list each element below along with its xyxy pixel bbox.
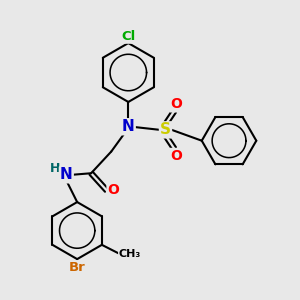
Text: Cl: Cl xyxy=(121,30,135,43)
Text: Br: Br xyxy=(69,261,86,274)
Text: H: H xyxy=(50,162,61,175)
Text: N: N xyxy=(122,119,135,134)
Text: O: O xyxy=(107,183,119,197)
Text: N: N xyxy=(60,167,73,182)
Text: O: O xyxy=(170,149,182,163)
Text: O: O xyxy=(170,98,182,111)
Text: CH₃: CH₃ xyxy=(118,248,141,259)
Text: S: S xyxy=(160,122,171,137)
